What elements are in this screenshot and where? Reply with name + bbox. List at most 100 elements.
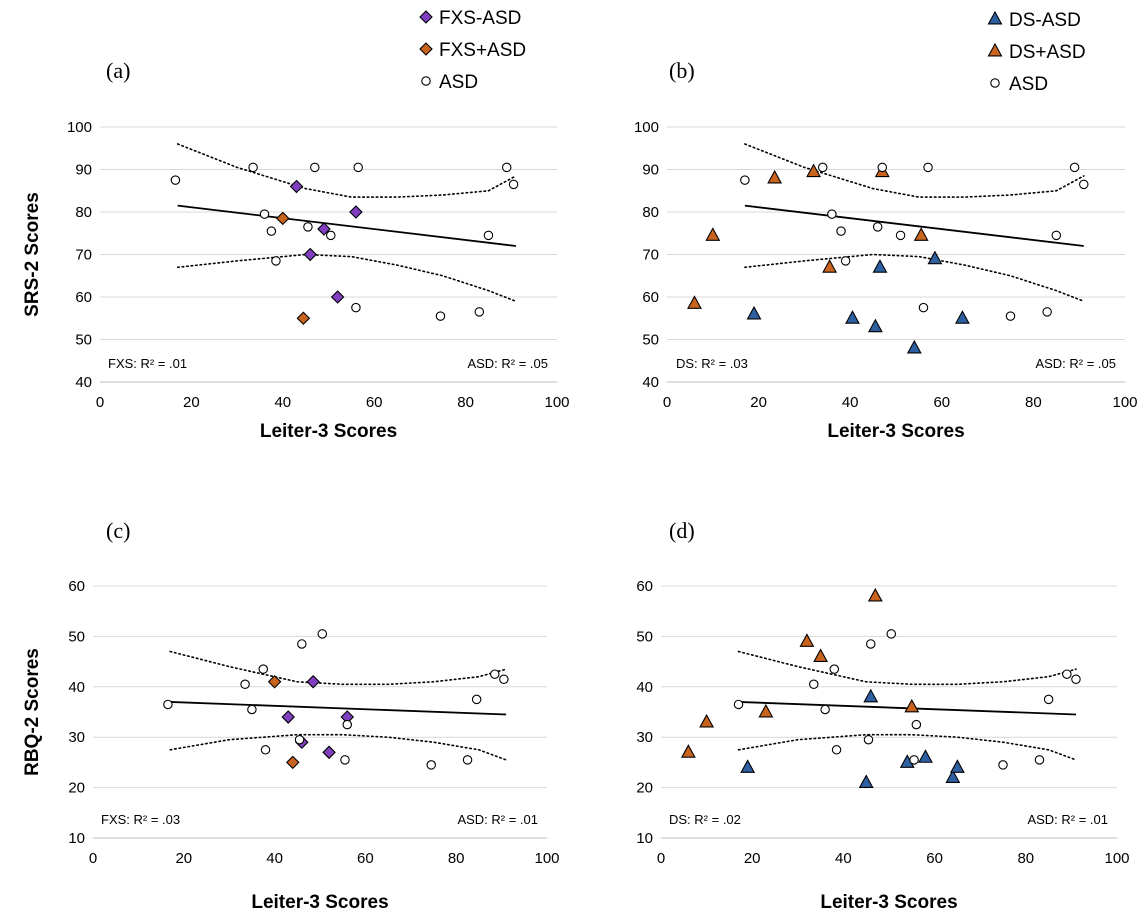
data-point [240, 679, 250, 690]
data-point [271, 256, 281, 266]
data-point [954, 310, 970, 324]
data-point [822, 259, 838, 273]
data-point [906, 339, 922, 354]
data-point [699, 713, 715, 728]
y-tick-label: 40 [75, 374, 92, 391]
data-point [836, 226, 846, 236]
data-point [303, 247, 317, 262]
x-tick-label: 100 [1112, 394, 1137, 411]
data-point [349, 205, 363, 219]
fit-line [170, 701, 507, 716]
data-point [918, 749, 933, 763]
y-tick-label: 10 [68, 830, 85, 847]
series-fxs-asd [267, 674, 300, 770]
data-point [317, 629, 328, 639]
data-point [799, 633, 815, 647]
ci-upper-line [737, 650, 1077, 686]
y-tick-label: 50 [636, 628, 653, 645]
x-tick-label: 60 [366, 394, 383, 411]
data-point [1043, 694, 1054, 705]
panel-d: (d) 10 20 30 40 50 60 0 20 40 60 80 100 Leiter-3 Scor… [636, 518, 1129, 913]
legend-label: FXS+ASD [439, 40, 526, 61]
r2-annotation-right: ASD: R² = .05 [1035, 356, 1116, 371]
data-point [267, 674, 282, 689]
data-point [303, 222, 313, 232]
panel-label: (a) [106, 58, 130, 83]
y-tick-label: 50 [68, 628, 85, 645]
data-point [687, 295, 702, 309]
data-point [705, 227, 721, 241]
x-axis-title: Leiter-3 Scores [251, 892, 388, 913]
ci-lower-line [176, 253, 517, 303]
x-tick-label: 0 [657, 850, 665, 867]
legend-marker [419, 42, 433, 56]
data-point [866, 639, 876, 649]
data-point [813, 648, 829, 663]
x-tick-label: 40 [835, 850, 852, 867]
panel-label: (d) [669, 518, 695, 543]
data-point [1069, 162, 1080, 173]
legend-ds: DS-ASD DS+ASD ASD [987, 10, 1086, 95]
data-point [499, 674, 509, 684]
x-tick-label: 80 [448, 850, 465, 867]
data-point [863, 734, 874, 745]
r2-annotation-left: DS: R² = .03 [676, 356, 748, 371]
legend-marker [990, 78, 1000, 88]
ci-upper-line [744, 143, 1085, 198]
ci-lower-line [737, 733, 1077, 761]
data-point [508, 179, 519, 190]
y-tick-label: 70 [642, 247, 659, 264]
data-point [680, 744, 696, 758]
ci-upper-line [169, 650, 507, 686]
data-point [170, 175, 181, 185]
data-point [845, 310, 860, 324]
data-point [829, 664, 840, 674]
x-tick-label: 20 [175, 850, 192, 867]
data-point [872, 222, 883, 232]
series-asd [740, 162, 1089, 321]
data-point [820, 704, 830, 715]
data-point [998, 760, 1008, 770]
y-tick-label: 60 [68, 578, 85, 595]
data-point [248, 162, 258, 173]
data-point [863, 688, 879, 703]
data-point [258, 664, 268, 674]
data-point [911, 719, 922, 730]
legend-fxs: FXS-ASD FXS+ASD ASD [419, 8, 526, 93]
data-point [1079, 179, 1089, 190]
legend-label: ASD [439, 72, 478, 93]
data-point [322, 745, 336, 760]
x-axis-title: Leiter-3 Scores [827, 421, 964, 442]
data-point [259, 209, 270, 219]
data-point [1051, 230, 1062, 241]
data-point [740, 759, 756, 773]
data-point [895, 230, 906, 241]
data-point [296, 311, 311, 326]
data-point [1042, 307, 1052, 317]
data-point [276, 211, 290, 226]
legend-marker [421, 76, 431, 86]
legend-label: DS-ASD [1009, 10, 1081, 31]
data-point [831, 745, 842, 755]
y-tick-label: 40 [642, 374, 659, 391]
data-point [746, 305, 762, 320]
data-point [285, 755, 300, 770]
series-asd [170, 162, 519, 321]
data-point [927, 250, 943, 265]
data-point [945, 769, 961, 783]
y-axis-title: SRS-2 Scores [22, 192, 43, 317]
y-tick-label: 50 [642, 332, 659, 349]
data-point [351, 302, 361, 313]
series-asd [163, 629, 509, 770]
data-point [1005, 311, 1016, 321]
data-point [806, 163, 821, 178]
panel-label: (b) [669, 58, 695, 83]
x-tick-label: 100 [1104, 850, 1129, 867]
legend-marker [987, 42, 1003, 57]
x-tick-label: 60 [926, 850, 943, 867]
x-tick-label: 80 [1025, 394, 1042, 411]
x-tick-label: 20 [744, 850, 761, 867]
x-axis-title: Leiter-3 Scores [260, 421, 397, 442]
y-tick-label: 30 [68, 729, 85, 746]
